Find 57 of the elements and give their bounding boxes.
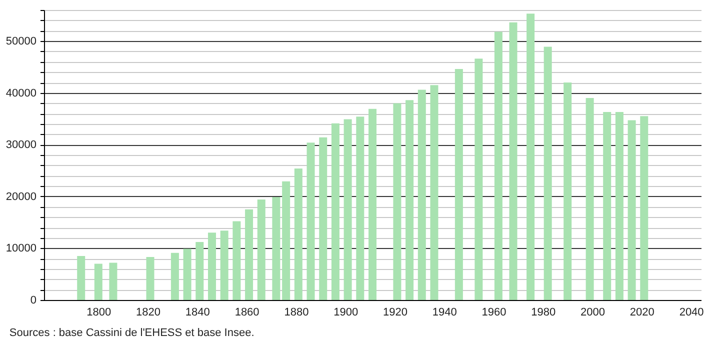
bar — [494, 32, 502, 300]
bar — [282, 181, 290, 300]
bar — [474, 58, 483, 300]
y-tick-label: 30000 — [6, 139, 36, 152]
bar — [406, 100, 414, 300]
bar — [430, 85, 438, 300]
bar — [319, 137, 328, 300]
bar — [454, 69, 463, 300]
x-tick-label: 1860 — [234, 306, 260, 318]
bar — [418, 90, 426, 300]
bar — [356, 116, 364, 300]
x-tick-label: 1800 — [86, 306, 112, 318]
x-tick-label: 1960 — [482, 306, 506, 318]
bar — [109, 262, 118, 300]
bar — [603, 112, 612, 300]
bar — [564, 82, 572, 300]
bar — [196, 242, 204, 300]
bar — [368, 108, 376, 300]
bar — [272, 196, 280, 300]
bar — [586, 98, 594, 300]
bar — [306, 142, 315, 300]
bar — [170, 252, 179, 300]
bar — [344, 119, 352, 300]
source-note: Sources : base Cassini de l'EHESS et base Insee. — [9, 327, 254, 339]
bar — [220, 230, 228, 300]
bar — [615, 112, 624, 300]
x-tick-label: 1940 — [432, 306, 457, 318]
bar — [628, 120, 636, 300]
x-tick-label: 2040 — [679, 306, 704, 318]
bar — [77, 256, 86, 300]
bar — [146, 257, 154, 300]
bar — [208, 232, 216, 300]
y-tick-label: 0 — [30, 294, 36, 306]
bar — [294, 168, 302, 300]
bar — [544, 46, 552, 300]
x-tick-label: 1920 — [382, 306, 408, 318]
x-tick-label: 1840 — [185, 306, 210, 318]
bar — [94, 264, 102, 300]
x-tick-label: 1880 — [284, 306, 309, 318]
bar — [526, 14, 535, 300]
bar — [640, 116, 648, 300]
y-tick-label: 20000 — [6, 190, 36, 203]
bar — [257, 200, 266, 300]
y-tick-label: 50000 — [6, 36, 36, 48]
x-tick-label: 2020 — [630, 306, 654, 318]
bar — [393, 103, 402, 300]
bar — [183, 248, 192, 300]
x-tick-label: 1900 — [334, 306, 358, 318]
bar — [331, 123, 340, 300]
x-tick-label: 1980 — [531, 306, 556, 318]
x-tick-label: 2000 — [580, 306, 606, 318]
y-tick-label: 10000 — [6, 242, 36, 255]
x-tick-label: 1820 — [136, 306, 161, 318]
bar — [232, 221, 241, 300]
bar — [509, 22, 518, 300]
y-tick-label: 40000 — [6, 87, 36, 100]
bar — [245, 209, 254, 300]
